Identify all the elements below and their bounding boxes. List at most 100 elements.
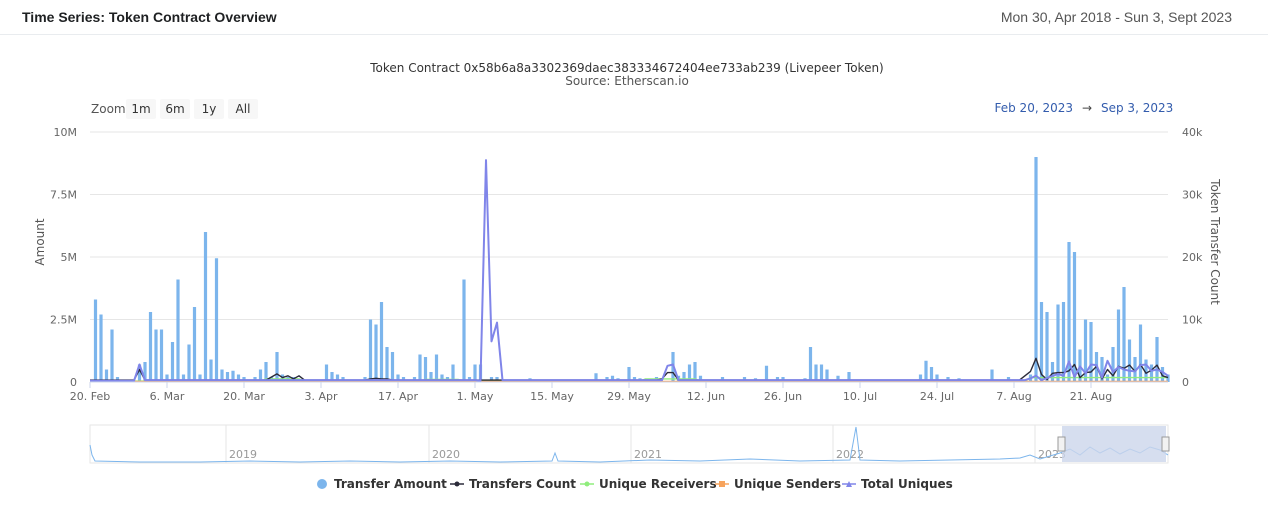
transfer-amount-bar: [374, 324, 378, 382]
transfer-amount-bar: [698, 375, 703, 382]
transfer-amount-bar: [418, 354, 422, 382]
transfer-amount-bar: [1083, 319, 1088, 382]
range-from-input[interactable]: Feb 20, 2023: [995, 101, 1074, 115]
x-tick-label: 12. Jun: [687, 390, 725, 403]
transfer-amount-bar: [1149, 364, 1154, 382]
legend-item-transfers-count[interactable]: Transfers Count: [450, 477, 576, 491]
transfer-amount-bar: [1072, 252, 1077, 382]
x-axis-ticks: 20. Feb 6. Mar 20. Mar 3. Apr 17. Apr 1. May 1…: [70, 382, 1112, 403]
navigator-left-handle[interactable]: [1057, 436, 1066, 452]
transfer-amount-bar: [1155, 337, 1159, 382]
transfer-amount-bar: [330, 372, 334, 382]
transfer-amount-bar: [1144, 359, 1148, 382]
navigator-year-label: 2022: [836, 448, 864, 461]
transfer-amount-bar: [836, 375, 840, 382]
y-tick-label: 0: [70, 376, 77, 389]
transfer-amount-bar: [1089, 322, 1093, 382]
x-tick-label: 7. Aug: [996, 390, 1031, 403]
page-header: Time Series: Token Contract Overview Mon…: [0, 0, 1268, 35]
legend-label-unique-receivers: Unique Receivers: [599, 477, 717, 491]
transfer-amount-bar: [154, 329, 158, 382]
transfer-amount-bar: [594, 373, 598, 382]
transfer-amount-bar: [429, 372, 433, 382]
x-tick-label: 24. Jul: [920, 390, 954, 403]
transfer-amount-bar: [225, 372, 230, 382]
transfer-amount-bar: [610, 375, 615, 382]
transfer-amount-bar: [1067, 242, 1071, 382]
transfer-amount-bar: [1122, 287, 1126, 382]
zoom-button-1m-label: 1m: [131, 102, 150, 116]
transfer-amount-bar: [693, 362, 697, 382]
legend-label-total-uniques: Total Uniques: [861, 477, 953, 491]
y-axis-ticks: 0 2.5M 5M 7.5M 10M: [50, 126, 77, 389]
x-tick-label: 15. May: [530, 390, 574, 403]
transfer-amount-bar: [379, 302, 384, 382]
navigator-year-label: 2020: [432, 448, 460, 461]
zoom-button-all[interactable]: All: [228, 99, 258, 119]
transfer-amount-bar: [1045, 312, 1049, 382]
y2-tick-label: 20k: [1182, 251, 1203, 264]
transfer-amount-bar: [423, 357, 428, 382]
transfer-amount-bar: [473, 364, 477, 382]
navigator-selection[interactable]: [1062, 426, 1166, 462]
transfer-amount-bar: [1116, 309, 1121, 382]
transfer-amount-bar: [1111, 347, 1115, 382]
transfer-amount-bar: [924, 360, 928, 382]
navigator-right-handle[interactable]: [1161, 436, 1170, 452]
transfer-amount-bar: [148, 312, 153, 382]
x-tick-label: 20. Mar: [223, 390, 265, 403]
transfer-amount-bar: [935, 374, 939, 382]
transfer-amount-bar: [110, 329, 114, 382]
y-tick-label: 10M: [54, 126, 78, 139]
navigator-year-label: 2021: [634, 448, 662, 461]
y2-tick-label: 40k: [1182, 126, 1203, 139]
transfer-amount-bar: [819, 364, 824, 382]
zoom-button-6m[interactable]: 6m: [160, 99, 190, 119]
series-lines: [90, 159, 1169, 382]
transfer-amount-bar: [264, 362, 268, 382]
transfer-amount-bar: [462, 279, 466, 382]
y2-tick-label: 0: [1182, 376, 1189, 389]
chart-container: Token Contract 0x58b6a8a3302369daec38333…: [0, 35, 1268, 503]
transfer-amount-bar: [440, 374, 444, 382]
navigator-years: 2019 2020 2021 2022 2023: [225, 425, 1066, 463]
navigator-year-label: 2019: [229, 448, 257, 461]
transfer-amount-bar: [143, 362, 147, 382]
date-range-label: Mon 30, Apr 2018 - Sun 3, Sept 2023: [1000, 9, 1232, 25]
transfer-amount-bar: [390, 352, 395, 382]
chart-subtitle: Source: Etherscan.io: [565, 74, 689, 88]
total-uniques-line: [90, 159, 1169, 382]
legend-item-unique-receivers[interactable]: Unique Receivers: [580, 477, 717, 491]
page-title: Time Series: Token Contract Overview: [22, 9, 277, 25]
y-axis-title: Amount: [33, 218, 47, 265]
transfer-amount-bar: [1133, 357, 1137, 382]
transfer-amount-bar: [220, 369, 224, 382]
transfer-amount-bar: [275, 352, 279, 382]
time-series-chart: Token Contract 0x58b6a8a3302369daec38333…: [33, 61, 1222, 491]
legend-item-transfer-amount[interactable]: Transfer Amount: [317, 477, 447, 491]
zoom-button-1y[interactable]: 1y: [194, 99, 224, 119]
navigator[interactable]: 2019 2020 2021 2022 2023: [89, 424, 1170, 464]
range-to-input[interactable]: Sep 3, 2023: [1101, 101, 1173, 115]
x-tick-label: 29. May: [607, 390, 651, 403]
transfer-amount-bar: [209, 359, 213, 382]
y-tick-label: 7.5M: [50, 189, 77, 202]
transfer-amount-bar: [451, 364, 455, 382]
transfer-amount-bar: [682, 372, 686, 382]
transfer-amount-bar: [1056, 304, 1060, 382]
transfer-amount-bar: [198, 374, 202, 382]
legend-item-total-uniques[interactable]: Total Uniques: [842, 477, 953, 491]
x-tick-label: 10. Jul: [843, 390, 877, 403]
transfer-amount-bar: [335, 374, 340, 382]
transfer-amount-bar: [808, 347, 813, 382]
zoom-button-1m[interactable]: 1m: [126, 99, 156, 119]
grid-lines: [90, 131, 1168, 320]
transfer-amount-bar: [929, 367, 934, 382]
transfer-amount-bar: [93, 299, 98, 382]
transfer-amount-bar: [918, 374, 923, 382]
transfer-amount-bar: [137, 364, 142, 382]
x-tick-label: 3. Apr: [304, 390, 337, 403]
y2-axis-title: Token Transfer Count: [1208, 178, 1222, 305]
legend-item-unique-senders[interactable]: Unique Senders: [715, 477, 841, 491]
legend-symbol-total-uniques: [846, 481, 852, 487]
